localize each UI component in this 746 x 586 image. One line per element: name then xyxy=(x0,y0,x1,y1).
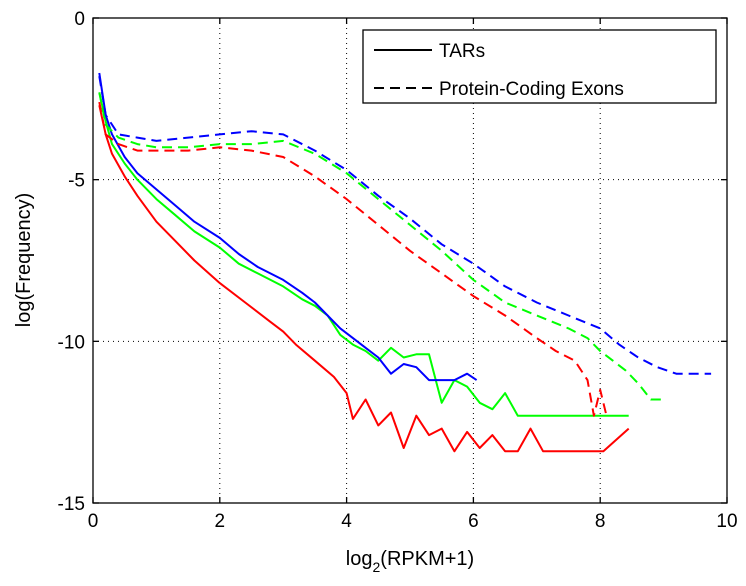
series-line-tars-red xyxy=(98,105,630,453)
legend: TARs Protein-Coding Exons xyxy=(362,29,717,104)
x-tick-label: 6 xyxy=(468,511,479,532)
series-line-exons-blue xyxy=(98,76,712,375)
x-axis-title-main: log xyxy=(346,548,373,570)
y-axis-title: log(Frequency) xyxy=(13,193,35,328)
x-tick-label: 4 xyxy=(341,511,352,532)
y-tick-label: -15 xyxy=(58,494,85,515)
x-axis-title: log2(RPKM+1) xyxy=(346,548,474,575)
x-axis-title-subscript: 2 xyxy=(373,559,381,575)
axes-box xyxy=(92,17,728,504)
series-line-tars-blue xyxy=(98,72,478,382)
series-layer xyxy=(98,72,712,453)
ticks: 0 2 4 6 8 10 0 -5 -10 -15 xyxy=(58,9,738,532)
x-tick-label: 10 xyxy=(716,511,737,532)
x-tick-label: 2 xyxy=(215,511,226,532)
x-axis-title-suffix: (RPKM+1) xyxy=(380,548,474,570)
x-tick-label: 8 xyxy=(595,511,606,532)
legend-label-protein-coding-exons: Protein-Coding Exons xyxy=(439,79,624,100)
legend-label-tars: TARs xyxy=(439,41,485,62)
series-line-exons-green xyxy=(98,92,664,401)
x-tick-label: 0 xyxy=(88,511,99,532)
series-line-exons-red xyxy=(98,101,608,417)
y-tick-label: -5 xyxy=(68,171,85,192)
y-tick-label: -10 xyxy=(58,332,85,353)
y-tick-label: 0 xyxy=(74,9,85,30)
legend-box xyxy=(362,29,717,104)
series-line-tars-green xyxy=(98,92,629,417)
